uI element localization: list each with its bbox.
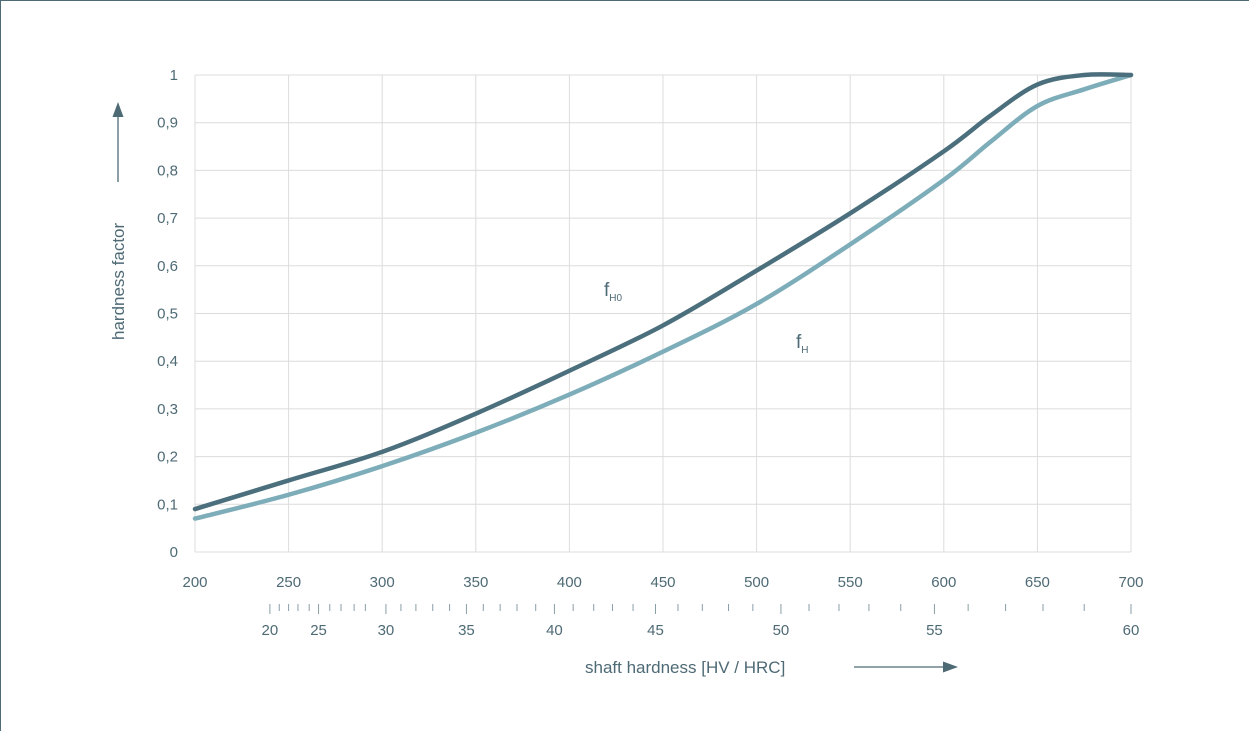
y-tick-label: 0,1	[157, 496, 178, 513]
hrc-tick-label: 35	[458, 622, 475, 639]
x-tick-label: 250	[276, 574, 301, 591]
y-tick-label: 0,9	[157, 115, 178, 132]
x-tick-label: 500	[744, 574, 769, 591]
y-axis-title-group: hardness factor	[109, 102, 128, 340]
y-tick-label: 0,4	[157, 353, 178, 370]
hrc-tick-label: 40	[546, 622, 563, 639]
grid	[194, 74, 1132, 553]
svg-text:fH: fH	[796, 332, 809, 356]
hrc-tick-label: 60	[1123, 622, 1140, 639]
hrc-tick-label: 45	[647, 622, 664, 639]
x-tick-label: 400	[557, 574, 582, 591]
x-tick-label: 350	[463, 574, 488, 591]
series-line-f-h0	[192, 72, 1134, 512]
series-line-f-h	[192, 72, 1134, 521]
x-tick-label: 450	[650, 574, 675, 591]
x-tick-label: 550	[838, 574, 863, 591]
y-tick-label: 0,5	[157, 306, 178, 323]
x-tick-label: 650	[1025, 574, 1050, 591]
y-tick-label: 0,8	[157, 162, 178, 179]
y-tick-label: 0,7	[157, 210, 178, 227]
hrc-tick-label: 30	[378, 622, 395, 639]
hrc-secondary-axis: 20 25 30 35 40 45 50 55 60	[262, 604, 1140, 639]
y-tick-label: 0,2	[157, 449, 178, 466]
hrc-tick-label: 25	[310, 622, 327, 639]
curve-label-fh0-sub: H0	[609, 293, 622, 304]
y-tick-label: 1	[170, 67, 178, 84]
hrc-tick-label: 50	[773, 622, 790, 639]
x-tick-label: 300	[370, 574, 395, 591]
curve-label-fh0-main: f	[604, 280, 610, 301]
curve-label-fh-sub: H	[801, 345, 808, 356]
svg-text:fH0: fH0	[604, 280, 623, 304]
x-axis-ticks: 200 250 300 350 400 450 500 550 600 650 700	[182, 574, 1143, 591]
y-tick-label: 0,6	[157, 258, 178, 275]
y-tick-label: 0	[170, 544, 178, 561]
hrc-tick-label: 20	[262, 622, 279, 639]
x-axis-title: shaft hardness [HV / HRC]	[585, 658, 785, 677]
y-tick-label: 0,3	[157, 401, 178, 418]
x-tick-label: 600	[931, 574, 956, 591]
y-axis-ticks: 0 0,1 0,2 0,3 0,4 0,5 0,6 0,7 0,8 0,9 1	[157, 67, 178, 561]
x-axis-arrow-icon	[943, 661, 958, 673]
curve-label-fh: fH	[796, 332, 809, 356]
x-tick-label: 200	[182, 574, 207, 591]
series-lines	[192, 72, 1134, 521]
curve-label-fh0: fH0	[604, 280, 623, 304]
hrc-tick-label: 55	[926, 622, 943, 639]
curve-label-fh-main: f	[796, 332, 802, 353]
x-axis-title-group: shaft hardness [HV / HRC]	[585, 658, 958, 677]
y-axis-arrow-icon	[112, 102, 124, 117]
x-tick-label: 700	[1118, 574, 1143, 591]
y-axis-title: hardness factor	[109, 222, 128, 340]
